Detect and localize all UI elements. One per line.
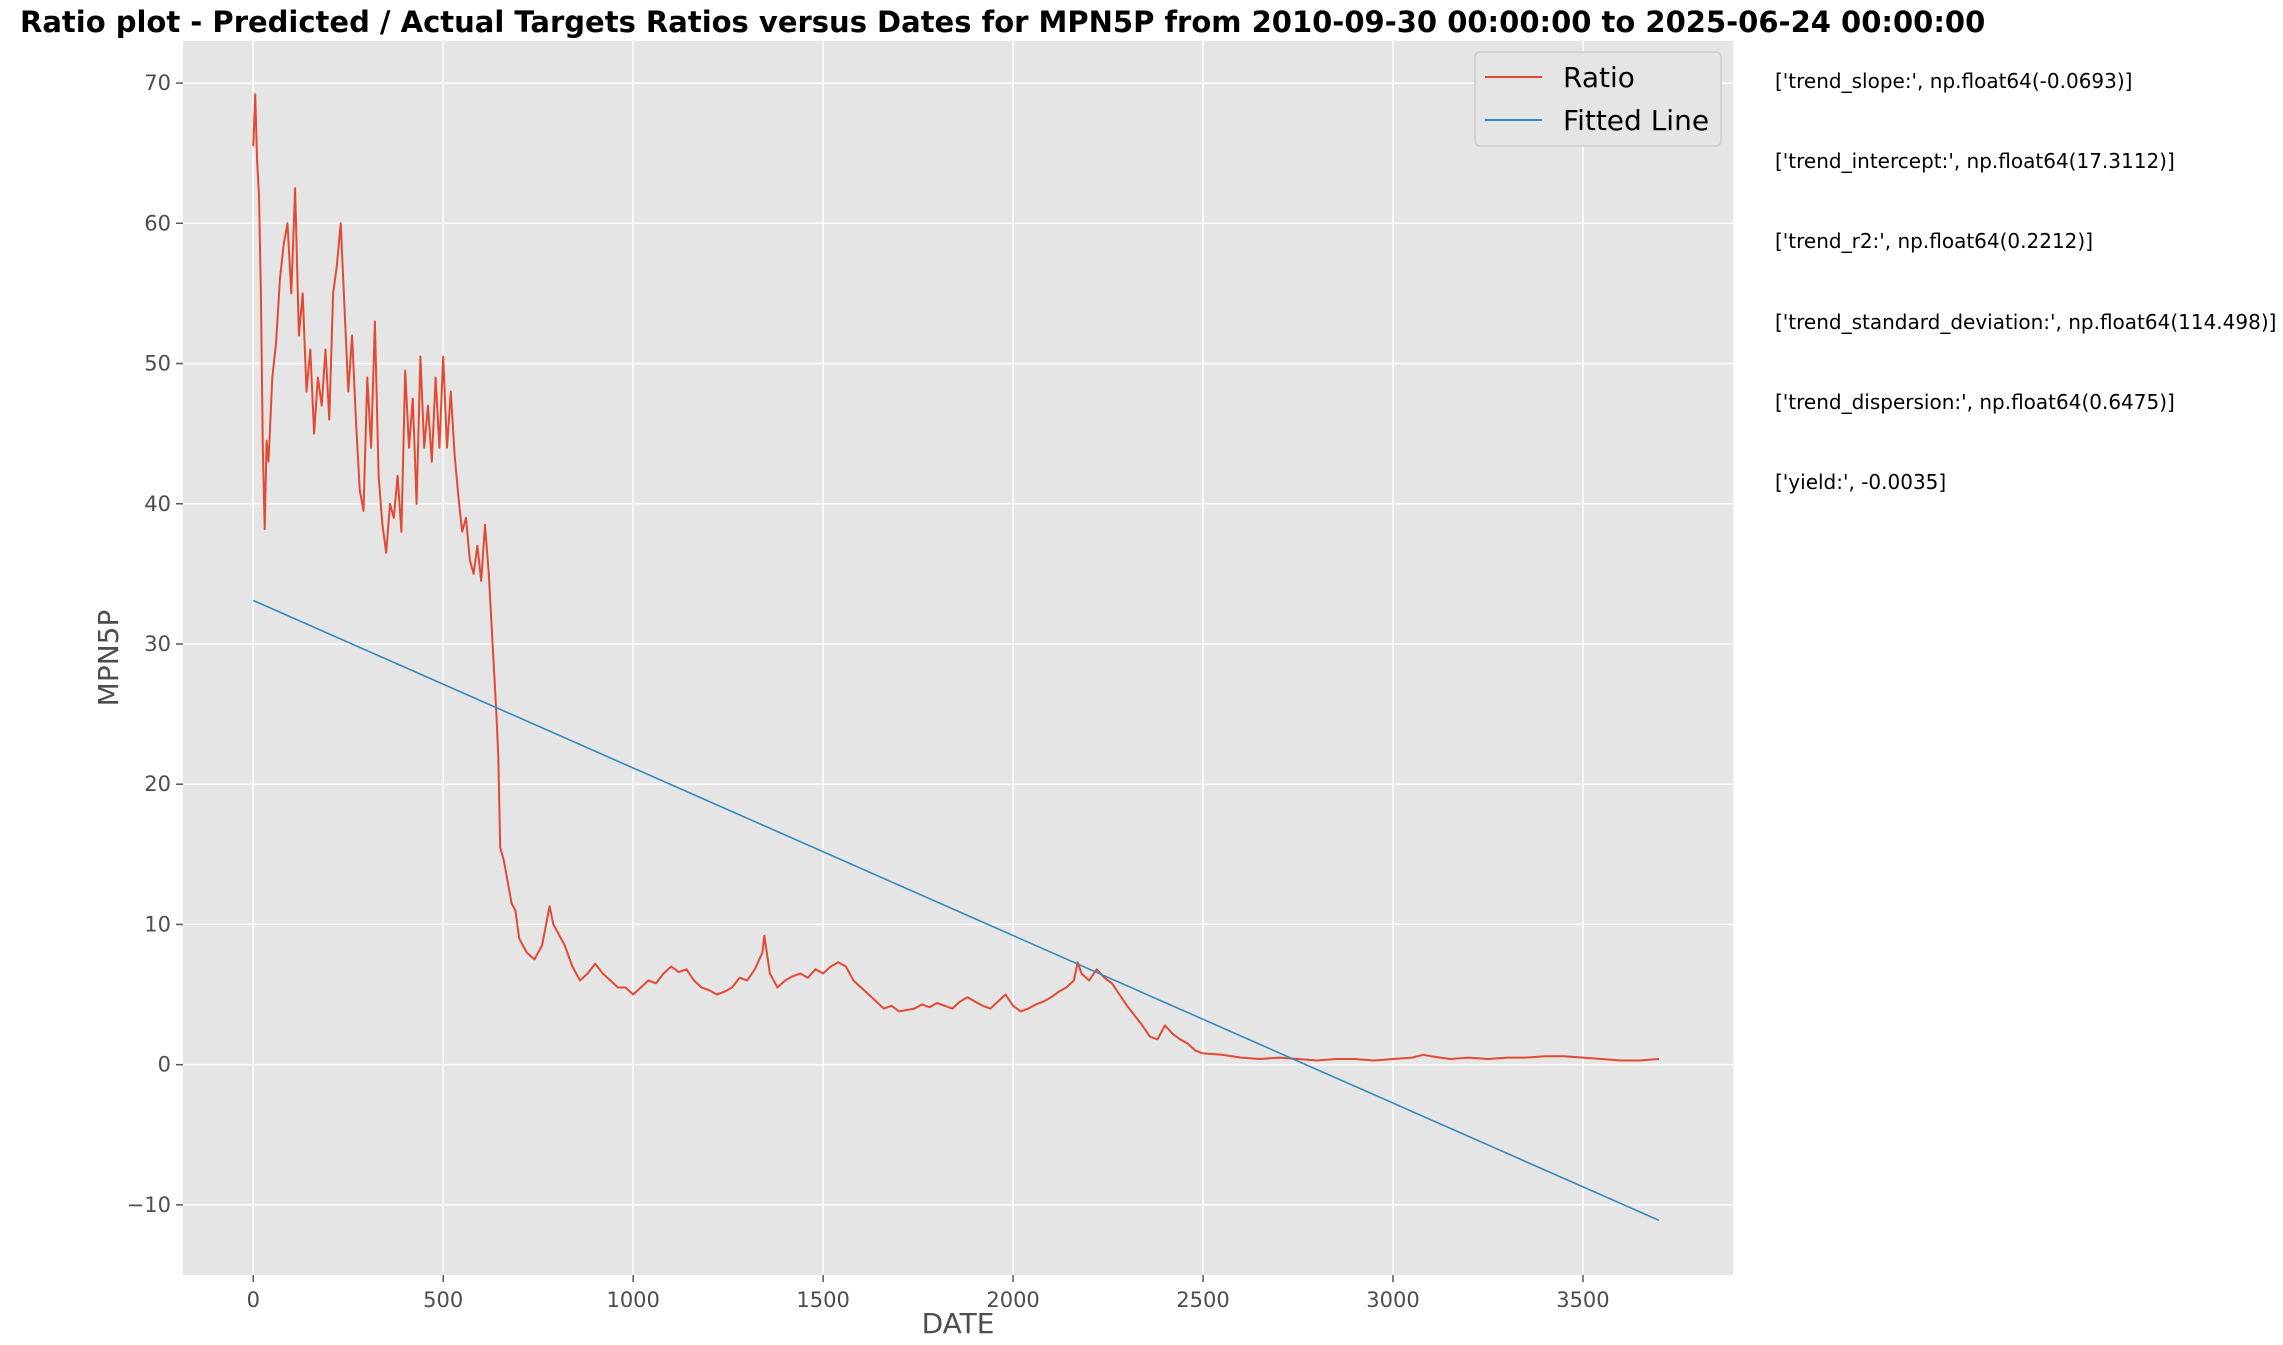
x-axis-label: DATE <box>922 1307 995 1340</box>
trend-annotations: ['trend_slope:', np.float64(-0.0693)] ['… <box>1775 69 2276 494</box>
plot-area <box>183 41 1733 1275</box>
y-tick-label: 60 <box>144 211 171 235</box>
x-tick-label: 500 <box>423 1288 463 1312</box>
legend: Ratio Fitted Line <box>1474 51 1722 147</box>
annotation-trend-dispersion: ['trend_dispersion:', np.float64(0.6475)… <box>1775 390 2175 414</box>
x-tick-label: 3500 <box>1556 1288 1609 1312</box>
annotation-yield: ['yield:', -0.0035] <box>1775 470 1946 494</box>
chart-title: Ratio plot - Predicted / Actual Targets … <box>20 5 1985 39</box>
y-tick-label: 50 <box>144 352 171 376</box>
grid-lines <box>176 41 1733 1282</box>
annotation-trend-r2: ['trend_r2:', np.float64(0.2212)] <box>1775 229 2093 253</box>
legend-label-ratio: Ratio <box>1563 61 1635 94</box>
y-tick-labels: −10 0 10 20 30 40 50 60 70 <box>127 71 171 1217</box>
x-tick-label: 0 <box>247 1288 260 1312</box>
y-tick-label: 0 <box>158 1053 171 1077</box>
fitted-line <box>252 599 1660 1222</box>
ratio-series-line <box>252 93 1659 1062</box>
x-tick-label: 1500 <box>796 1288 849 1312</box>
x-tick-label: 2500 <box>1176 1288 1229 1312</box>
legend-label-fitted-line: Fitted Line <box>1563 104 1709 137</box>
x-tick-label: 3000 <box>1366 1288 1419 1312</box>
y-tick-label: 30 <box>144 632 171 656</box>
x-tick-label: 1000 <box>606 1288 659 1312</box>
y-tick-label: 40 <box>144 492 171 516</box>
x-tick-labels: 0 500 1000 1500 2000 2500 3000 3500 <box>247 1288 1610 1312</box>
legend-box <box>1474 51 1722 147</box>
annotation-trend-intercept: ['trend_intercept:', np.float64(17.3112)… <box>1775 149 2175 173</box>
y-tick-label: −10 <box>127 1193 171 1217</box>
annotation-trend-slope: ['trend_slope:', np.float64(-0.0693)] <box>1775 69 2132 93</box>
x-tick-label: 2000 <box>986 1288 1039 1312</box>
y-tick-label: 10 <box>144 912 171 936</box>
y-tick-label: 20 <box>144 772 171 796</box>
y-axis-label: MPN5P <box>92 610 125 707</box>
y-tick-label: 70 <box>144 71 171 95</box>
annotation-trend-standard-deviation: ['trend_standard_deviation:', np.float64… <box>1775 310 2276 334</box>
series-lines <box>252 93 1660 1222</box>
